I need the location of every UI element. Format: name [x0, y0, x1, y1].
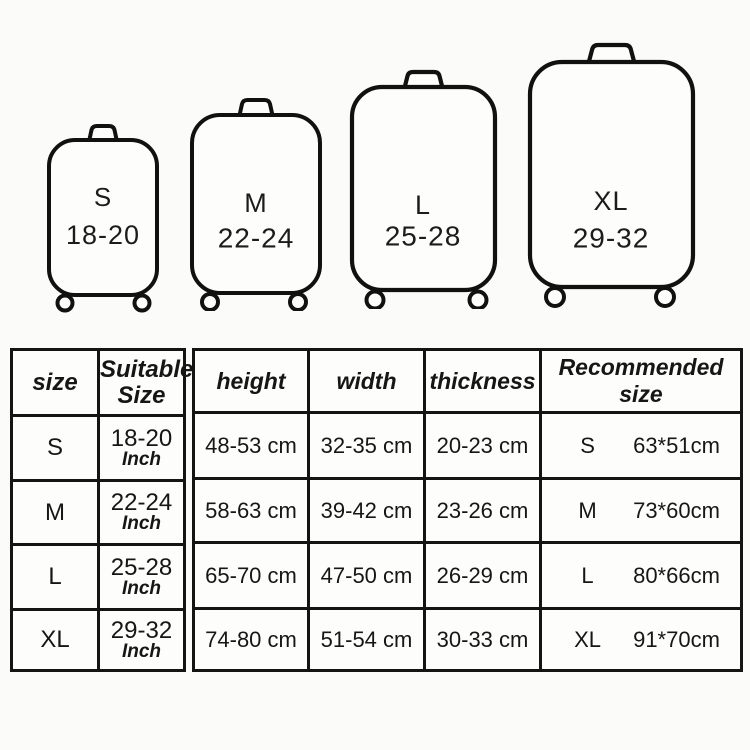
- width-cell: 47-50 cm: [307, 541, 426, 610]
- suitcase-body: [527, 59, 696, 290]
- suitable-unit: Inch: [121, 640, 162, 662]
- table-row: M 22-24 Inch: [10, 479, 186, 546]
- suitcase-wheel: [288, 292, 308, 311]
- suitcase-body: [349, 84, 498, 293]
- dim-table-header-width: width: [307, 348, 426, 414]
- suitcase-size-label: L: [415, 190, 431, 220]
- size-cell: M: [10, 479, 100, 546]
- suitcase-wheel: [467, 289, 489, 309]
- size-table-header-suitable: Suitable Size: [97, 348, 193, 417]
- recommended-size-dims: 73*60cm: [633, 497, 720, 523]
- recommended-size-letter: S: [580, 432, 595, 458]
- suitable-range: 18-20: [110, 424, 173, 452]
- recommended-cell: M 73*60cm: [539, 477, 743, 544]
- suitcase-inch-range: 18-20: [66, 220, 140, 250]
- suitable-cell: 22-24 Inch: [97, 479, 186, 546]
- suitcase-body: [190, 113, 322, 295]
- size-cell: S: [10, 414, 100, 482]
- suitcase-l-icon: L 25-28: [349, 69, 498, 309]
- table-row: L 25-28 Inch: [10, 543, 186, 611]
- table-row: 74-80 cm 51-54 cm 30-33 cm XL 91*70cm: [192, 607, 743, 672]
- table-row: XL 29-32 Inch: [10, 608, 186, 672]
- suitcase-wheel: [544, 286, 566, 308]
- suitcase-body: [47, 138, 159, 297]
- recommended-size-letter: XL: [574, 626, 601, 652]
- table-header-row: size Suitable Size: [10, 348, 193, 417]
- size-cell: XL: [10, 608, 100, 672]
- height-cell: 65-70 cm: [192, 541, 310, 610]
- suitable-unit: Inch: [121, 448, 162, 470]
- dim-table-header-recommended: Recommended size: [539, 348, 743, 414]
- suitable-unit: Inch: [121, 577, 162, 599]
- suitable-range: 29-32: [110, 616, 173, 644]
- height-cell: 74-80 cm: [192, 607, 310, 672]
- recommended-size-letter: M: [578, 497, 597, 523]
- suitcase-wheel: [654, 286, 676, 308]
- suitable-cell: 25-28 Inch: [97, 543, 186, 611]
- table-row: S 18-20 Inch: [10, 414, 186, 482]
- table-row: 48-53 cm 32-35 cm 20-23 cm S 63*51cm: [192, 411, 743, 480]
- width-cell: 39-42 cm: [307, 477, 426, 544]
- suitable-unit: Inch: [121, 513, 162, 535]
- suitable-range: 25-28: [110, 553, 173, 581]
- suitcase-wheel: [132, 293, 152, 313]
- suitable-cell: 29-32 Inch: [97, 608, 186, 672]
- recommended-size-dims: 80*66cm: [633, 562, 720, 588]
- height-cell: 48-53 cm: [192, 411, 310, 480]
- suitcase-inch-range: 22-24: [218, 222, 295, 253]
- suitable-cell: 18-20 Inch: [97, 414, 186, 482]
- suitcase-size-label: XL: [593, 186, 628, 216]
- recommended-size-dims: 63*51cm: [633, 432, 720, 458]
- suitcase-wheel: [364, 289, 386, 309]
- thickness-cell: 20-23 cm: [423, 411, 542, 480]
- size-table-header-size: size: [10, 348, 100, 417]
- recommended-cell: XL 91*70cm: [539, 607, 743, 672]
- suitcase-m-icon: M 22-24: [190, 98, 322, 311]
- height-cell: 58-63 cm: [192, 477, 310, 544]
- suitable-range: 22-24: [110, 489, 173, 517]
- thickness-cell: 26-29 cm: [423, 541, 542, 610]
- recommended-cell: S 63*51cm: [539, 411, 743, 480]
- recommended-cell: L 80*66cm: [539, 541, 743, 610]
- suitcase-wheel: [55, 293, 75, 313]
- table-header-row: height width thickness Recommended size: [192, 348, 743, 414]
- thickness-cell: 30-33 cm: [423, 607, 542, 672]
- size-table: size Suitable Size S 18-20 Inch M 22-24 …: [10, 348, 193, 672]
- suitcase-xl-icon: XL 29-32: [527, 42, 696, 308]
- suitcase-inch-range: 25-28: [385, 220, 462, 251]
- suitcase-inch-range: 29-32: [573, 222, 650, 253]
- width-cell: 32-35 cm: [307, 411, 426, 480]
- dimension-table: height width thickness Recommended size …: [192, 348, 743, 672]
- table-row: 65-70 cm 47-50 cm 26-29 cm L 80*66cm: [192, 541, 743, 610]
- recommended-size-dims: 91*70cm: [633, 626, 720, 652]
- recommended-size-letter: L: [581, 562, 594, 588]
- suitcase-wheel: [200, 292, 220, 311]
- dim-table-header-height: height: [192, 348, 310, 414]
- suitcase-s-icon: S 18-20: [47, 124, 159, 313]
- thickness-cell: 23-26 cm: [423, 477, 542, 544]
- width-cell: 51-54 cm: [307, 607, 426, 672]
- size-cell: L: [10, 543, 100, 611]
- table-row: 58-63 cm 39-42 cm 23-26 cm M 73*60cm: [192, 477, 743, 544]
- suitcase-size-label: S: [94, 182, 112, 212]
- suitcase-size-label: M: [244, 188, 268, 218]
- dim-table-header-thickness: thickness: [423, 348, 542, 414]
